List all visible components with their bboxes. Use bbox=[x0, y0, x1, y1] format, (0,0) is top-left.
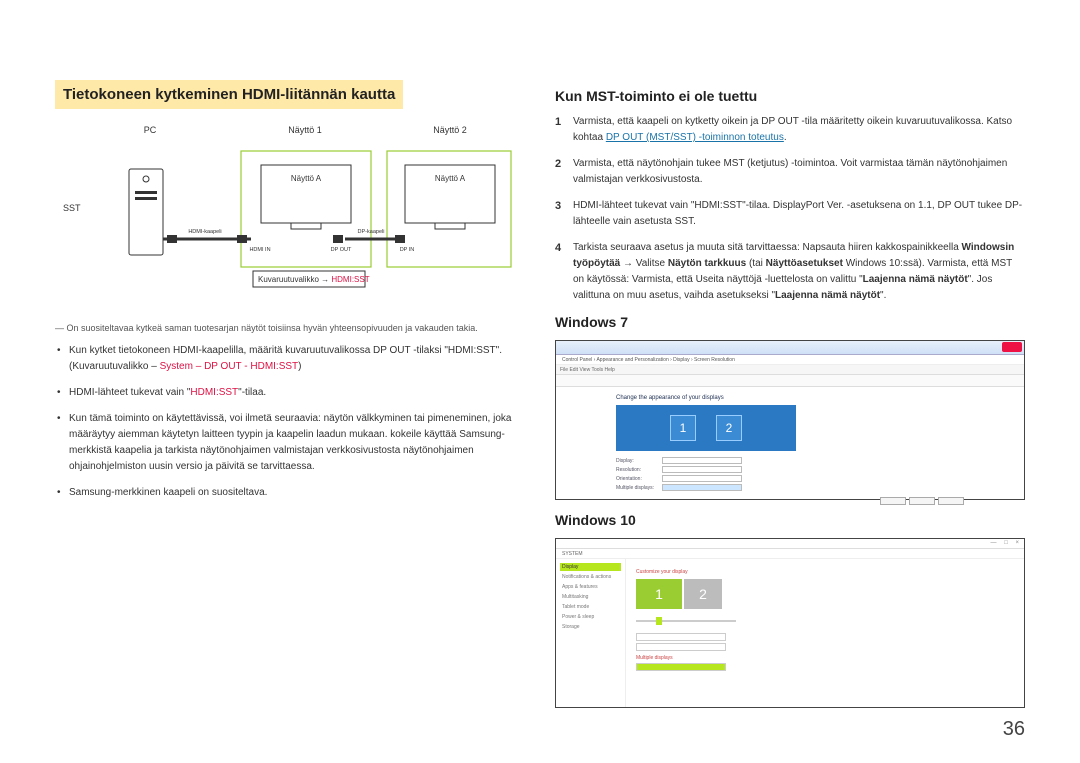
steps-list: Varmista, että kaapeli on kytketty oikei… bbox=[555, 114, 1025, 304]
connection-diagram: .t5 { font: 8px Arial; fill:#333; } .t6 … bbox=[55, 121, 515, 301]
svg-text:HDMI IN: HDMI IN bbox=[249, 247, 270, 253]
svg-text:DP-kaapeli: DP-kaapeli bbox=[358, 229, 385, 235]
win10-display-preview: 1 2 bbox=[636, 579, 1014, 609]
bullet-2: HDMI-lähteet tukevat vain "HDMI:SST"-til… bbox=[69, 385, 515, 401]
win7-screenshot: Control Panel › Appearance and Personali… bbox=[555, 340, 1025, 500]
left-heading: Tietokoneen kytkeminen HDMI-liitännän ka… bbox=[55, 80, 403, 109]
mst-heading: Kun MST-toiminto ei ole tuettu bbox=[555, 88, 1025, 104]
svg-text:DP IN: DP IN bbox=[400, 247, 415, 253]
svg-text:Näyttö A: Näyttö A bbox=[291, 174, 322, 183]
display-preview: 1 2 bbox=[616, 405, 796, 451]
svg-text:Näyttö A: Näyttö A bbox=[435, 174, 466, 183]
footnote: On suositeltavaa kytkeä saman tuotesarja… bbox=[55, 322, 515, 335]
bullet-4: Samsung-merkkinen kaapeli on suositeltav… bbox=[69, 485, 515, 501]
svg-text:SST: SST bbox=[63, 203, 81, 213]
svg-text:DP OUT: DP OUT bbox=[331, 247, 352, 253]
win7-menubar: File Edit View Tools Help bbox=[556, 365, 1024, 375]
win10-screenshot: — □ × SYSTEM Display Notifications & act… bbox=[555, 538, 1025, 708]
svg-text:Kuvaruutuvalikko → HDMI:SST: Kuvaruutuvalikko → HDMI:SST bbox=[258, 275, 370, 284]
step-4: Tarkista seuraava asetus ja muuta sitä t… bbox=[573, 240, 1025, 304]
bullet-1: Kun kytket tietokoneen HDMI-kaapelilla, … bbox=[69, 343, 515, 375]
svg-text:PC: PC bbox=[144, 125, 157, 135]
step-3: HDMI-lähteet tukevat vain "HDMI:SST"-til… bbox=[573, 198, 1025, 230]
step-1: Varmista, että kaapeli on kytketty oikei… bbox=[573, 114, 1025, 146]
svg-text:Näyttö 1: Näyttö 1 bbox=[288, 125, 322, 135]
close-icon bbox=[1002, 342, 1022, 352]
win7-breadcrumb: Control Panel › Appearance and Personali… bbox=[556, 355, 1024, 365]
win10-sidebar: Display Notifications & actions Apps & f… bbox=[556, 559, 626, 707]
step-2: Varmista, että näytönohjain tukee MST (k… bbox=[573, 156, 1025, 188]
win7-heading: Windows 7 bbox=[555, 314, 1025, 330]
bullet-3: Kun tämä toiminto on käytettävissä, voi … bbox=[69, 411, 515, 475]
svg-text:HDMI-kaapeli: HDMI-kaapeli bbox=[188, 229, 221, 235]
dp-out-link[interactable]: DP OUT (MST/SST) -toiminnon toteutus bbox=[606, 132, 784, 143]
left-bullet-list: Kun kytket tietokoneen HDMI-kaapelilla, … bbox=[55, 343, 515, 501]
svg-text:Näyttö 2: Näyttö 2 bbox=[433, 125, 467, 135]
page-number: 36 bbox=[1003, 718, 1025, 741]
